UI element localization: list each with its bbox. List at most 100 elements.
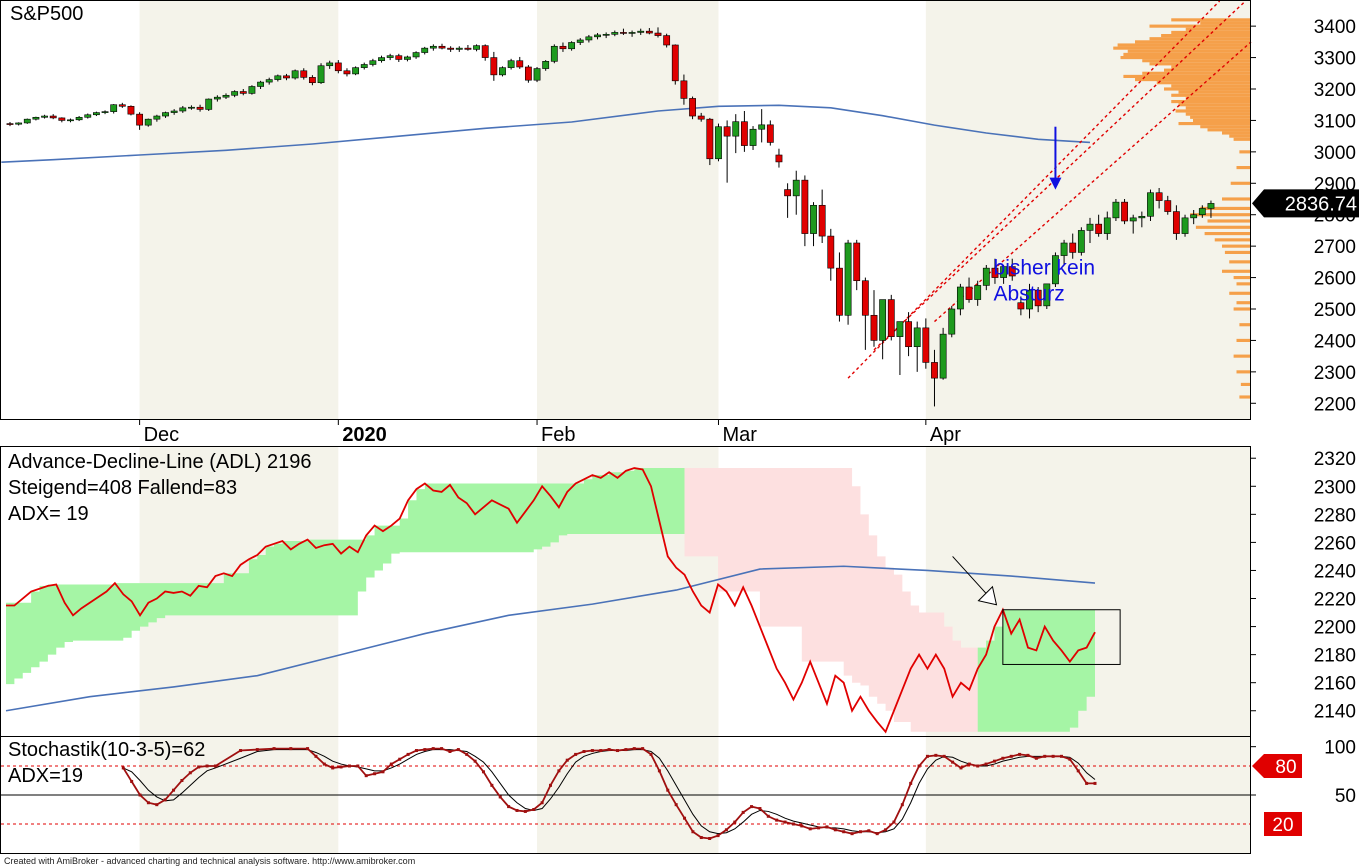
adl-green-band xyxy=(6,468,685,685)
candle-body xyxy=(464,47,472,50)
y-tick-label: 50 xyxy=(1335,786,1356,807)
adl-adx: ADX= 19 xyxy=(8,503,89,525)
adl-green-band-2 xyxy=(977,609,1095,732)
stochastic-k-point xyxy=(657,769,661,773)
stochastic-k-point xyxy=(481,770,485,774)
candle-body xyxy=(23,118,31,124)
candle-body xyxy=(1077,230,1085,253)
stochastic-k-point xyxy=(616,749,620,753)
candle-body xyxy=(15,122,23,125)
stochastic-k-points xyxy=(121,747,1097,840)
level-80-marker: 80 xyxy=(1252,754,1302,778)
candle-body xyxy=(326,62,334,67)
month-shade-band xyxy=(537,1,719,419)
candle-body xyxy=(827,235,835,269)
candle-body xyxy=(127,105,135,115)
candle-body xyxy=(490,57,498,76)
stochastic-k-point xyxy=(272,747,276,751)
volume-profile-bar xyxy=(1236,338,1251,342)
stochastic-k-point xyxy=(197,765,201,769)
candle-body xyxy=(473,45,480,50)
candle-body xyxy=(715,126,722,160)
candle-body xyxy=(438,45,446,49)
candle-body xyxy=(1172,211,1180,234)
volume-profile-bar xyxy=(1171,65,1251,69)
volume-profile-bar xyxy=(1200,21,1251,25)
adl-title: Advance-Decline-Line (ADL) 2196 xyxy=(8,451,312,473)
stochastic-k-point xyxy=(1018,752,1022,756)
candle-body xyxy=(136,113,144,126)
volume-profile-bar xyxy=(1178,122,1251,126)
y-tick-label: 3000 xyxy=(1314,143,1356,164)
stochastic-k-point xyxy=(590,749,594,753)
y-tick-label: 2300 xyxy=(1314,477,1356,498)
candle-body xyxy=(896,321,904,337)
price-moving-average-line xyxy=(1,104,1091,164)
stochastic-k-point xyxy=(306,747,310,751)
stochastic-k-point xyxy=(465,752,469,756)
month-label: Apr xyxy=(930,424,961,446)
candle-body xyxy=(239,91,247,94)
stochastic-k-point xyxy=(205,764,209,768)
stochastic-k-point xyxy=(599,749,603,753)
stochastic-k-point xyxy=(456,748,460,752)
stochastic-k-point xyxy=(909,781,913,785)
stochastic-k-point xyxy=(607,748,611,752)
candle-body xyxy=(1121,201,1128,222)
candle-body xyxy=(628,32,636,34)
last-price-label: 2836.74 xyxy=(1285,193,1357,215)
candle-body xyxy=(1190,214,1198,219)
candle-body xyxy=(740,121,748,146)
candle-body xyxy=(1026,289,1033,310)
candle-body xyxy=(1103,217,1111,234)
down-arrow-annotation xyxy=(1049,126,1062,190)
stochastic-k-point xyxy=(121,766,125,770)
volume-profile-bar xyxy=(1236,282,1251,286)
stochastic-k-point xyxy=(130,779,134,783)
candle-body xyxy=(1043,283,1051,307)
stochastic-k-point xyxy=(414,749,418,753)
candle-body xyxy=(1155,192,1163,201)
candle-body xyxy=(1181,217,1189,234)
candle-body xyxy=(1052,255,1059,285)
stochastic-adx: ADX=19 xyxy=(8,765,83,787)
candle-body xyxy=(784,189,792,197)
stochastic-k-point xyxy=(389,762,393,766)
stochastic-k-point xyxy=(364,774,368,778)
candle-body xyxy=(429,45,437,49)
stochastic-k-point xyxy=(783,820,787,824)
candle-body xyxy=(222,94,230,98)
adl-y-axis: 2140 2160 2180 2200 2220 2240 2260 2280 2300 2320 xyxy=(1251,449,1356,723)
y-tick-label: 2220 xyxy=(1314,590,1356,611)
volume-profile-bar xyxy=(1200,206,1251,210)
volume-profile-bar xyxy=(1214,238,1251,242)
stochastic-k-point xyxy=(1093,781,1097,785)
stochastic-k-point xyxy=(440,747,444,751)
stochastic-k-point xyxy=(1026,753,1030,757)
candle-body xyxy=(542,61,550,69)
stochastic-k-point xyxy=(1051,754,1055,758)
stochastic-y-axis: 50 100 xyxy=(1251,738,1356,807)
stochastic-k-point xyxy=(984,762,988,766)
stochastic-k-point xyxy=(733,820,737,824)
candle-body xyxy=(810,204,817,234)
stochastic-k-point xyxy=(858,830,862,834)
stochastic-k-point xyxy=(406,752,410,756)
candle-body xyxy=(663,35,671,46)
adl-panel: 2140 2160 2180 2200 2220 2240 2260 2280 2300 2320… xyxy=(5,447,1356,736)
candle-body xyxy=(41,115,48,118)
stochastic-k-point xyxy=(557,769,561,773)
volume-profile-bar xyxy=(1236,301,1251,305)
candle-body xyxy=(706,118,714,160)
stochastic-k-point xyxy=(398,757,402,761)
stochastic-k-point xyxy=(163,798,167,802)
volume-profile-bar xyxy=(1142,71,1251,75)
volume-profile-bar xyxy=(1207,219,1251,223)
candle-body xyxy=(231,91,239,96)
candle-body xyxy=(801,179,809,234)
stochastic-k-point xyxy=(373,772,377,776)
candle-body xyxy=(870,314,878,341)
stochastic-k-point xyxy=(180,779,184,782)
stochastic-k-point xyxy=(817,826,821,830)
candle-body xyxy=(265,79,273,83)
